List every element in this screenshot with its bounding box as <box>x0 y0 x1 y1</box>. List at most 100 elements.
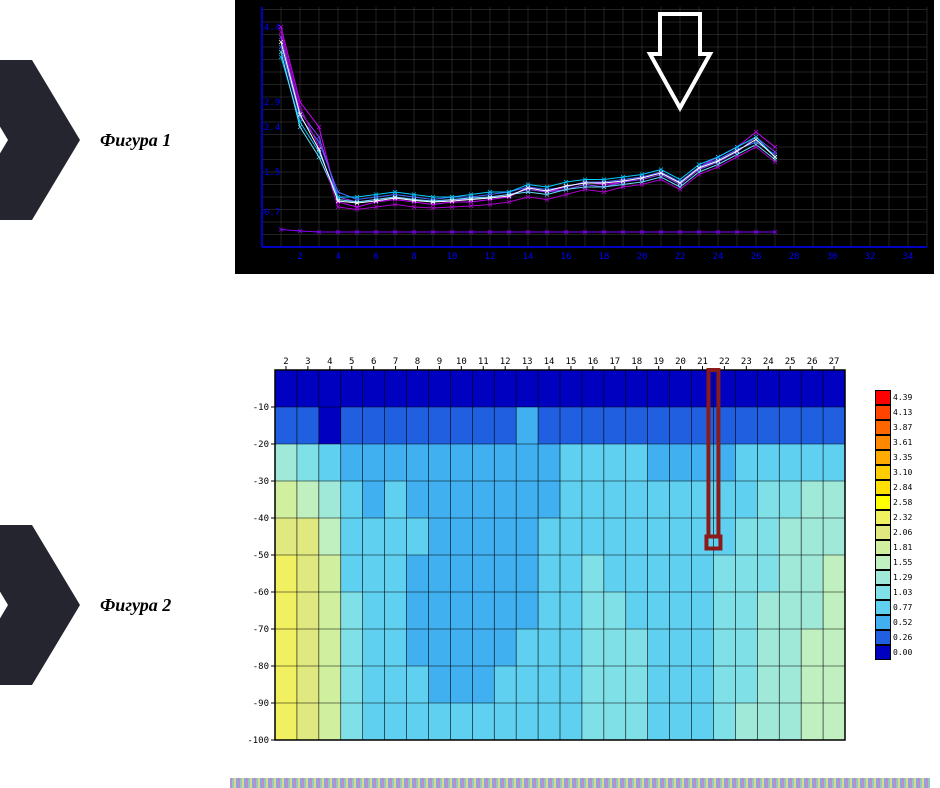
legend-value: 1.29 <box>891 573 912 582</box>
svg-text:2: 2 <box>283 357 288 367</box>
svg-text:10: 10 <box>456 357 467 367</box>
svg-text:18: 18 <box>631 357 642 367</box>
figure2-label: Фигура 2 <box>100 595 171 616</box>
legend-entry: 4.39 <box>875 390 912 405</box>
svg-text:26: 26 <box>807 357 818 367</box>
legend-value: 2.32 <box>891 513 912 522</box>
legend-swatch <box>875 420 891 435</box>
legend-swatch <box>875 435 891 450</box>
legend-entry: 0.00 <box>875 645 912 660</box>
svg-text:14: 14 <box>523 252 534 262</box>
legend-value: 3.61 <box>891 438 912 447</box>
legend-value: 2.06 <box>891 528 912 537</box>
legend-swatch <box>875 570 891 585</box>
legend-swatch <box>875 510 891 525</box>
legend-entry: 3.10 <box>875 465 912 480</box>
svg-text:10: 10 <box>447 252 458 262</box>
svg-text:14: 14 <box>544 357 555 367</box>
legend-entry: 3.35 <box>875 450 912 465</box>
svg-text:2.4: 2.4 <box>264 123 280 133</box>
svg-text:-100: -100 <box>247 736 269 746</box>
legend-swatch <box>875 645 891 660</box>
legend-entry: 2.58 <box>875 495 912 510</box>
noise-strip <box>230 778 930 788</box>
legend-swatch <box>875 465 891 480</box>
legend-entry: 3.87 <box>875 420 912 435</box>
legend-swatch <box>875 390 891 405</box>
svg-text:20: 20 <box>675 357 686 367</box>
legend-entry: 1.03 <box>875 585 912 600</box>
svg-text:9: 9 <box>437 357 442 367</box>
legend-swatch <box>875 525 891 540</box>
chart1-svg: 2468101214161820222426283032340.71.52.42… <box>237 2 932 272</box>
svg-text:2.9: 2.9 <box>264 98 280 108</box>
legend-value: 0.77 <box>891 603 912 612</box>
svg-text:4.4: 4.4 <box>264 23 280 33</box>
svg-text:17: 17 <box>609 357 620 367</box>
svg-text:23: 23 <box>741 357 752 367</box>
svg-text:26: 26 <box>751 252 762 262</box>
svg-text:12: 12 <box>485 252 496 262</box>
legend-value: 0.52 <box>891 618 912 627</box>
legend-swatch <box>875 555 891 570</box>
legend-swatch <box>875 600 891 615</box>
legend-swatch <box>875 585 891 600</box>
legend-value: 2.84 <box>891 483 912 492</box>
svg-text:22: 22 <box>719 357 730 367</box>
svg-text:22: 22 <box>675 252 686 262</box>
chart1-container: 2468101214161820222426283032340.71.52.42… <box>235 0 934 274</box>
svg-text:1.5: 1.5 <box>264 168 280 178</box>
svg-text:3: 3 <box>305 357 310 367</box>
legend-value: 3.35 <box>891 453 912 462</box>
svg-text:4: 4 <box>327 357 332 367</box>
chart2-legend: 4.39 4.13 3.87 3.61 3.35 3.10 2.84 2.58 2.32 2.06… <box>875 390 912 660</box>
svg-text:6: 6 <box>373 252 378 262</box>
legend-swatch <box>875 615 891 630</box>
legend-entry: 1.55 <box>875 555 912 570</box>
svg-text:27: 27 <box>829 357 840 367</box>
legend-value: 1.81 <box>891 543 912 552</box>
legend-value: 3.87 <box>891 423 912 432</box>
legend-entry: 2.32 <box>875 510 912 525</box>
svg-text:34: 34 <box>903 252 914 262</box>
svg-text:20: 20 <box>637 252 648 262</box>
legend-entry: 1.81 <box>875 540 912 555</box>
legend-value: 0.26 <box>891 633 912 642</box>
figure1-label: Фигура 1 <box>100 130 171 151</box>
svg-text:-70: -70 <box>253 625 269 635</box>
svg-text:7: 7 <box>393 357 398 367</box>
svg-text:11: 11 <box>478 357 489 367</box>
legend-swatch <box>875 480 891 495</box>
legend-entry: 1.29 <box>875 570 912 585</box>
legend-swatch <box>875 630 891 645</box>
svg-text:24: 24 <box>763 357 774 367</box>
svg-text:18: 18 <box>599 252 610 262</box>
legend-swatch <box>875 450 891 465</box>
chevron-decoration-1 <box>0 60 80 220</box>
legend-value: 3.10 <box>891 468 912 477</box>
svg-text:-50: -50 <box>253 551 269 561</box>
svg-text:-90: -90 <box>253 699 269 709</box>
svg-text:8: 8 <box>415 357 420 367</box>
svg-text:30: 30 <box>827 252 838 262</box>
svg-text:15: 15 <box>566 357 577 367</box>
svg-text:-40: -40 <box>253 514 269 524</box>
svg-text:24: 24 <box>713 252 724 262</box>
svg-text:16: 16 <box>587 357 598 367</box>
chevron-decoration-2 <box>0 525 80 685</box>
svg-text:19: 19 <box>653 357 664 367</box>
svg-text:28: 28 <box>789 252 800 262</box>
svg-text:16: 16 <box>561 252 572 262</box>
legend-value: 1.03 <box>891 588 912 597</box>
legend-swatch <box>875 495 891 510</box>
svg-text:21: 21 <box>697 357 708 367</box>
legend-value: 4.13 <box>891 408 912 417</box>
legend-value: 0.00 <box>891 648 912 657</box>
svg-text:-20: -20 <box>253 440 269 450</box>
chart2-container: 2345678910111213141516171819202122232425… <box>235 350 855 750</box>
svg-text:25: 25 <box>785 357 796 367</box>
legend-entry: 4.13 <box>875 405 912 420</box>
legend-swatch <box>875 405 891 420</box>
svg-text:5: 5 <box>349 357 354 367</box>
legend-entry: 2.06 <box>875 525 912 540</box>
